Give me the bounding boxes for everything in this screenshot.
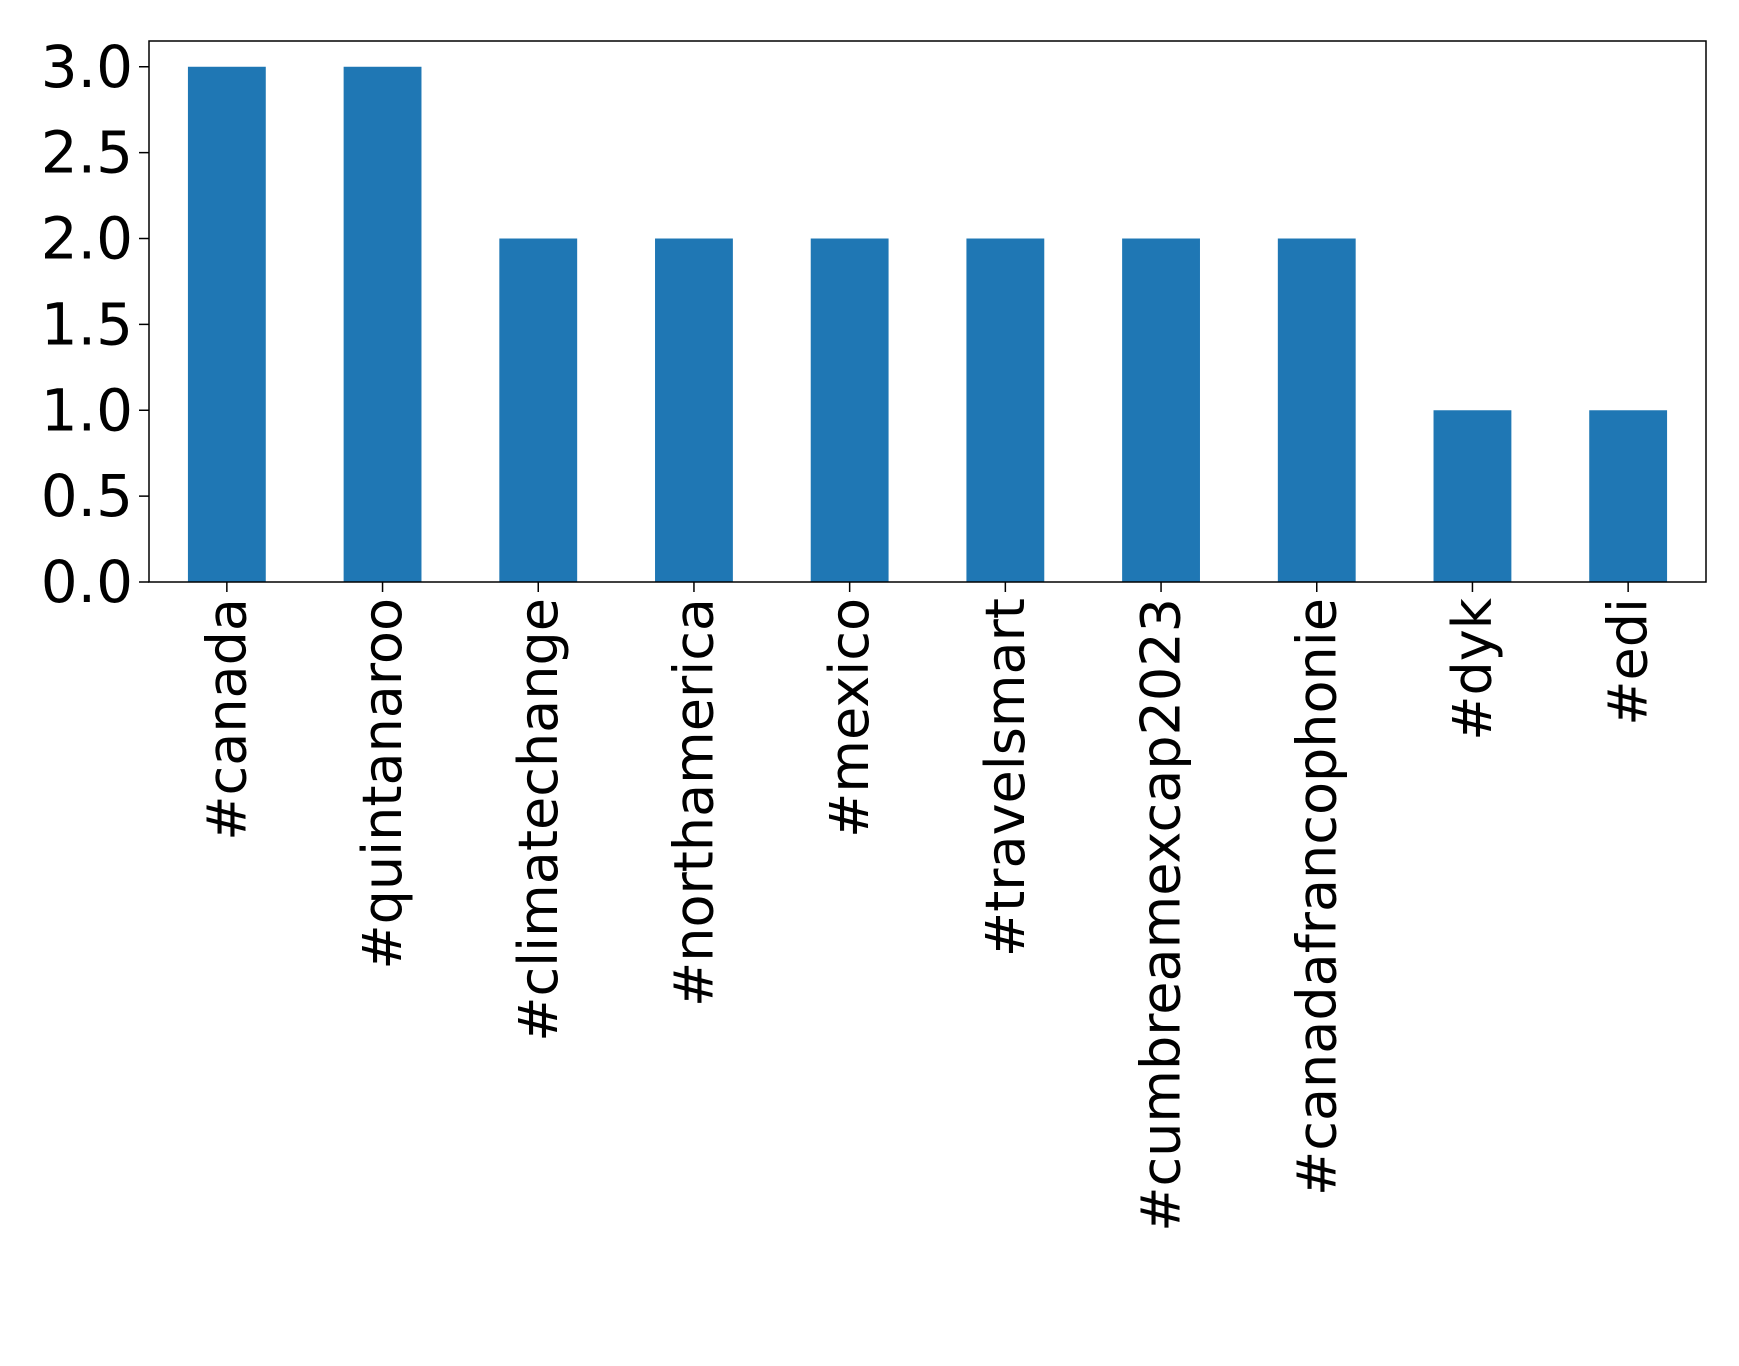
y-tick-label: 0.0 — [41, 548, 133, 616]
x-tick-label: #mexico — [818, 598, 881, 838]
x-tick-label: #travelsmart — [974, 598, 1037, 957]
y-tick-label: 1.5 — [41, 290, 133, 358]
bar-dyk — [1433, 410, 1512, 582]
x-tick-label: #cumbreamexcap2023 — [1130, 598, 1193, 1232]
x-tick-label: #edi — [1597, 598, 1660, 726]
y-tick-label: 2.0 — [41, 205, 133, 273]
x-tick-label: #climatechange — [507, 598, 570, 1042]
bars-layer — [187, 66, 1668, 582]
x-tick-label: #canada — [195, 598, 258, 841]
bar-northamerica — [655, 238, 733, 582]
x-tick-label: #dyk — [1441, 597, 1504, 740]
y-axis: 0.0 0.5 1.0 1.5 2.0 2.5 3.0 — [41, 33, 149, 616]
bar-quintanaroo — [343, 66, 422, 582]
y-tick-label: 2.5 — [41, 119, 133, 187]
x-tick-label: #canadafrancophonie — [1285, 598, 1348, 1196]
plot-frame — [148, 40, 1707, 583]
x-tick-label: #quintanaroo — [351, 598, 414, 970]
bar-canadafrancophonie — [1277, 238, 1356, 582]
y-tick-label: 0.5 — [41, 462, 133, 530]
y-tick-label: 1.0 — [41, 376, 133, 444]
y-tick-label: 3.0 — [41, 33, 133, 101]
bar-edi — [1589, 410, 1668, 582]
bar-cumbreamexcap2023 — [1122, 238, 1200, 582]
bar-canada — [187, 66, 266, 582]
x-tick-label: #northamerica — [662, 598, 725, 1007]
bar-mexico — [810, 238, 889, 582]
x-axis: #canada #quintanaroo #climatechange #northa… — [195, 582, 1660, 1232]
bar-travelsmart — [966, 238, 1045, 582]
bar-climatechange — [499, 238, 578, 582]
